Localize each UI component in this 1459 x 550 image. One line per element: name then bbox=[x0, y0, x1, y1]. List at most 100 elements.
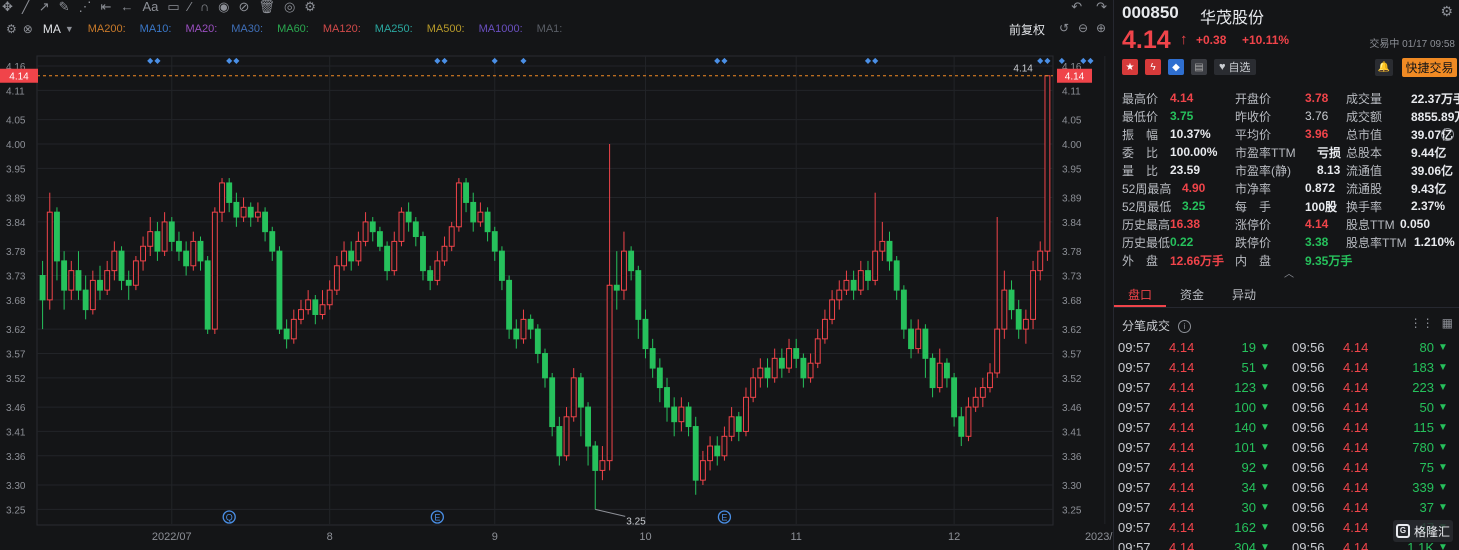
close-indicator-icon[interactable]: ⊗ bbox=[22, 22, 33, 36]
candle-body[interactable] bbox=[484, 211, 491, 233]
ma-legend-item[interactable]: MA120: bbox=[322, 23, 361, 35]
candle-body[interactable] bbox=[240, 206, 247, 218]
candle-body[interactable] bbox=[836, 289, 843, 301]
signal-marker-icon[interactable]: ◆ bbox=[1080, 56, 1087, 65]
measure-icon[interactable]: ⇤ bbox=[100, 0, 112, 14]
candle-body[interactable] bbox=[111, 250, 118, 272]
candle-body[interactable] bbox=[82, 289, 89, 311]
candle-body[interactable] bbox=[333, 265, 340, 291]
candle-body[interactable] bbox=[692, 426, 699, 481]
candle-body[interactable] bbox=[1037, 250, 1044, 272]
candle-body[interactable] bbox=[420, 236, 426, 272]
ma-legend-item[interactable]: MA500: bbox=[426, 23, 465, 35]
candle-body[interactable] bbox=[348, 250, 355, 262]
ma-legend-item[interactable]: MA250: bbox=[374, 23, 413, 35]
candle-body[interactable] bbox=[829, 299, 836, 320]
candle-body[interactable] bbox=[1044, 75, 1051, 252]
candle-body[interactable] bbox=[807, 362, 814, 379]
signal-marker-icon[interactable]: ◆ bbox=[1044, 56, 1051, 65]
candle-body[interactable] bbox=[757, 367, 764, 379]
zoom-in-icon[interactable]: ⊕ bbox=[1096, 21, 1107, 35]
candle-body[interactable] bbox=[542, 352, 548, 379]
ma-legend-item[interactable]: MA30: bbox=[231, 23, 264, 35]
candle-body[interactable] bbox=[879, 240, 886, 252]
candle-body[interactable] bbox=[1001, 289, 1008, 330]
candle-body[interactable] bbox=[355, 240, 362, 262]
candle-body[interactable] bbox=[369, 221, 376, 233]
candle-body[interactable] bbox=[972, 396, 979, 408]
candle-body[interactable] bbox=[405, 211, 412, 223]
candle-body[interactable] bbox=[506, 279, 513, 330]
candle-body[interactable] bbox=[441, 245, 448, 262]
candle-body[interactable] bbox=[290, 318, 297, 340]
signal-marker-icon[interactable]: ◆ bbox=[147, 56, 154, 65]
candle-body[interactable] bbox=[513, 328, 520, 340]
candle-body[interactable] bbox=[908, 328, 914, 350]
zoom-out-icon[interactable]: ⊖ bbox=[1078, 21, 1089, 35]
candle-body[interactable] bbox=[642, 318, 649, 350]
magnet-icon[interactable]: ∩ bbox=[199, 0, 210, 14]
candle-body[interactable] bbox=[89, 279, 96, 311]
arrow-icon[interactable]: ← bbox=[120, 0, 134, 14]
candle-body[interactable] bbox=[276, 250, 283, 330]
ma-legend-item[interactable]: MA1000: bbox=[478, 23, 523, 35]
add-watchlist-button[interactable]: ♥ 自选 bbox=[1214, 59, 1256, 75]
candle-body[interactable] bbox=[850, 279, 857, 291]
ma-legend-item[interactable]: MA10: bbox=[139, 23, 172, 35]
candle-body[interactable] bbox=[61, 260, 68, 291]
bell-icon[interactable]: 🔔 bbox=[1375, 59, 1393, 76]
candle-body[interactable] bbox=[470, 201, 477, 223]
brush-icon[interactable]: ∕ bbox=[188, 0, 191, 14]
candle-body[interactable] bbox=[39, 275, 46, 301]
candle-body[interactable] bbox=[498, 250, 505, 281]
signal-marker-icon[interactable]: ◆ bbox=[865, 56, 872, 65]
candle-body[interactable] bbox=[283, 328, 290, 340]
candle-body[interactable] bbox=[391, 240, 398, 272]
gear-icon[interactable]: ⚙ bbox=[1440, 3, 1453, 19]
info-icon[interactable]: i bbox=[1178, 320, 1192, 334]
candle-body[interactable] bbox=[886, 240, 893, 262]
candle-body[interactable] bbox=[821, 318, 828, 340]
settings-icon[interactable]: ⚙ bbox=[304, 0, 316, 14]
ma-legend-item[interactable]: MA20: bbox=[185, 23, 218, 35]
candle-body[interactable] bbox=[994, 328, 1001, 374]
candle-body[interactable] bbox=[786, 348, 792, 369]
ma-legend-item[interactable]: MA60: bbox=[277, 23, 309, 35]
candle-body[interactable] bbox=[671, 406, 678, 423]
line-icon[interactable]: ╱ bbox=[21, 0, 30, 14]
candle-body[interactable] bbox=[68, 270, 75, 291]
candle-body[interactable] bbox=[714, 445, 721, 457]
candle-body[interactable] bbox=[534, 328, 541, 354]
candle-body[interactable] bbox=[527, 318, 534, 330]
candle-body[interactable] bbox=[649, 348, 656, 369]
candle-body[interactable] bbox=[226, 182, 233, 203]
chevron-down-icon[interactable]: ▼ bbox=[64, 24, 74, 34]
candle-body[interactable] bbox=[204, 260, 211, 330]
candle-body[interactable] bbox=[161, 221, 168, 252]
signal-marker-icon[interactable]: ◆ bbox=[154, 56, 161, 65]
candle-body[interactable] bbox=[104, 270, 111, 291]
candle-body[interactable] bbox=[771, 357, 778, 379]
candle-body[interactable] bbox=[1015, 309, 1022, 330]
candle-body[interactable] bbox=[376, 231, 383, 247]
candle-body[interactable] bbox=[563, 416, 570, 457]
candle-body[interactable] bbox=[793, 348, 800, 359]
candle-body[interactable] bbox=[434, 260, 441, 281]
reset-icon[interactable]: ↺ bbox=[1059, 21, 1070, 35]
candle-body[interactable] bbox=[427, 270, 434, 281]
candle-body[interactable] bbox=[269, 231, 276, 252]
candle-body[interactable] bbox=[477, 211, 484, 223]
candle-body[interactable] bbox=[613, 284, 620, 291]
candle-body[interactable] bbox=[305, 299, 312, 311]
candle-body[interactable] bbox=[233, 201, 240, 218]
candle-body[interactable] bbox=[168, 221, 175, 242]
candle-body[interactable] bbox=[685, 406, 692, 428]
candle-body[interactable] bbox=[118, 250, 125, 281]
candle-body[interactable] bbox=[628, 250, 635, 272]
candle-body[interactable] bbox=[800, 357, 807, 379]
ma-legend-item[interactable]: MA1: bbox=[536, 23, 563, 35]
chart-settings-icon[interactable]: ⚙ bbox=[6, 22, 17, 36]
candle-body[interactable] bbox=[46, 211, 53, 301]
layers-icon[interactable]: ◎ bbox=[283, 0, 296, 14]
ray-icon[interactable]: ↗ bbox=[38, 0, 50, 14]
